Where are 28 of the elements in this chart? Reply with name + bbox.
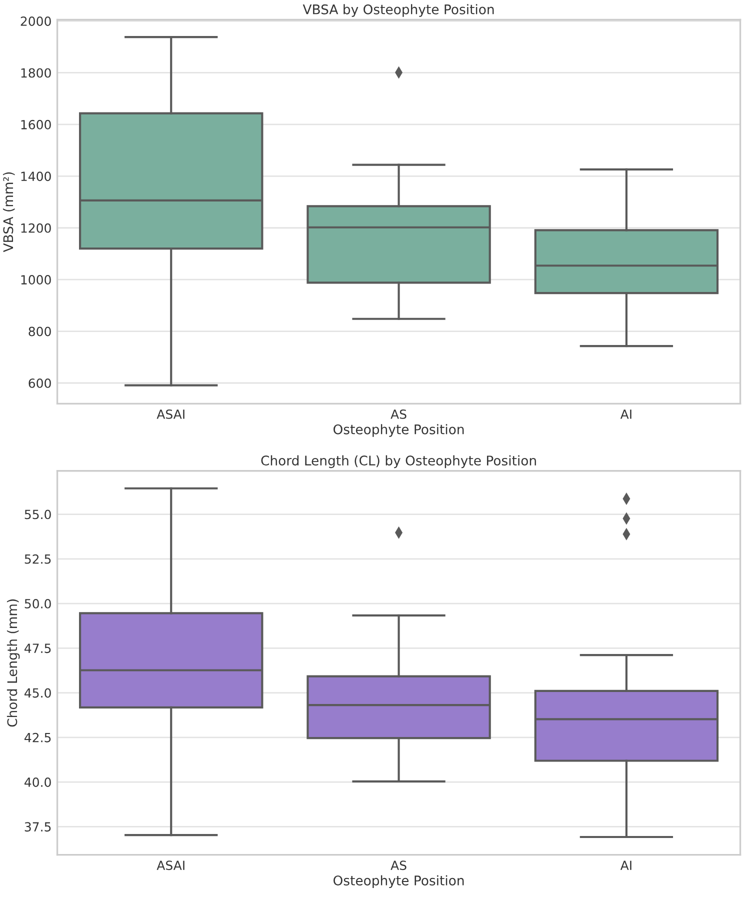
x-tick-label: AI xyxy=(620,410,632,419)
y-tick-label: 52.5 xyxy=(24,554,51,564)
y-tick-label: 1600 xyxy=(21,120,51,130)
y-tick-label: 1400 xyxy=(21,172,51,182)
y-tick-label: 50.0 xyxy=(24,598,51,608)
y-tick-label: 1800 xyxy=(21,68,51,78)
y-tick-label: 55.0 xyxy=(24,510,51,520)
y-tick-label: 800 xyxy=(28,326,51,336)
x-tick-label: AS xyxy=(390,409,406,419)
x-tick-label: ASAI xyxy=(156,860,184,870)
x-axis-title: Osteophyte Position xyxy=(334,875,464,888)
y-axis-title: VBSA (mm²) xyxy=(3,172,15,252)
y-axis-title: Chord Length (mm) xyxy=(6,599,20,727)
x-tick-label: AI xyxy=(620,860,632,870)
x-axis-title: Osteophyte Position xyxy=(334,424,464,437)
y-tick-label: 1200 xyxy=(21,223,51,233)
y-tick-label: 45.0 xyxy=(24,688,51,698)
x-tick-label: ASAI xyxy=(156,409,184,419)
y-tick-label: 2000 xyxy=(20,16,51,26)
y-tick-label: 37.5 xyxy=(24,822,51,832)
y-tick-label: 40.0 xyxy=(24,777,51,787)
y-tick-label: 1000 xyxy=(21,275,51,285)
chart-title: Chord Length (CL) by Osteophyte Position xyxy=(261,455,536,468)
chart-title: VBSA by Osteophyte Position xyxy=(302,4,494,17)
x-tick-label: AS xyxy=(390,860,406,870)
y-tick-label: 600 xyxy=(28,378,51,388)
y-tick-label: 42.5 xyxy=(24,732,51,742)
y-tick-label: 47.5 xyxy=(24,644,51,654)
